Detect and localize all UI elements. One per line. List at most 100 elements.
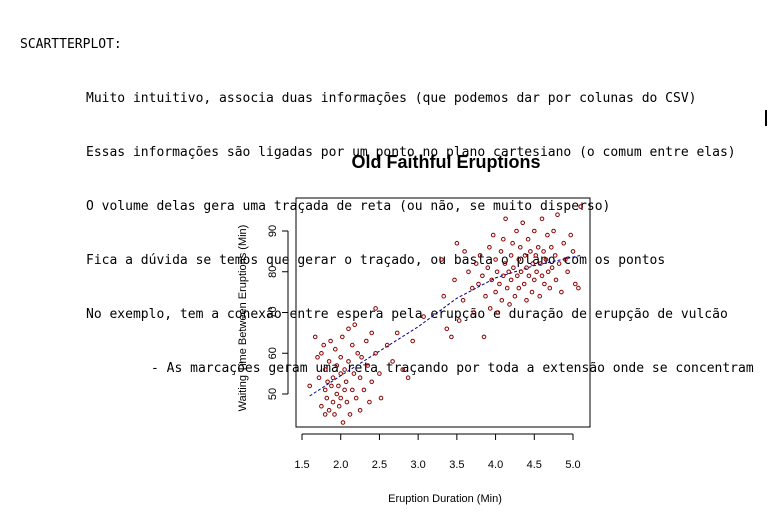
- notes-line: Muito intuitivo, associa duas informaçõe…: [86, 91, 697, 106]
- data-point: [471, 310, 477, 315]
- notes-subline: - As marcações geram uma reta traçando p…: [151, 361, 754, 376]
- data-point: [338, 355, 344, 360]
- x-tick-label: 4.5: [527, 459, 542, 471]
- y-tick-label: 90: [267, 225, 279, 237]
- data-point: [377, 371, 382, 376]
- data-point: [487, 306, 493, 311]
- data-point: [340, 334, 345, 340]
- data-point: [324, 395, 330, 401]
- data-point: [326, 408, 332, 413]
- data-point: [507, 302, 512, 307]
- data-point: [480, 273, 485, 279]
- data-point: [537, 293, 543, 299]
- x-tick-label: 2.0: [333, 459, 348, 471]
- data-point: [508, 253, 514, 258]
- data-point: [338, 395, 344, 401]
- x-tick-label: 5.0: [565, 459, 580, 471]
- data-point: [473, 261, 479, 266]
- data-point: [549, 245, 554, 250]
- data-point: [565, 269, 570, 275]
- data-point: [355, 351, 361, 356]
- data-point: [541, 249, 546, 254]
- data-point: [497, 281, 502, 287]
- data-point: [336, 403, 342, 409]
- notes-line: Fica a dúvida se temos que gerar o traça…: [86, 253, 666, 268]
- data-point: [483, 293, 488, 299]
- data-point: [576, 285, 581, 291]
- data-point: [551, 228, 556, 234]
- notes-heading: SCARTTERPLOT:: [20, 37, 122, 52]
- x-tick-label: 4.0: [488, 459, 503, 471]
- data-point: [470, 285, 475, 291]
- data-point: [336, 383, 341, 389]
- data-point: [535, 245, 541, 250]
- data-point: [477, 253, 483, 258]
- data-point: [508, 277, 514, 283]
- data-point: [343, 379, 349, 385]
- data-point: [499, 298, 505, 303]
- data-point: [514, 228, 519, 234]
- data-point: [439, 257, 444, 262]
- data-point: [421, 314, 426, 319]
- data-point: [330, 399, 336, 405]
- data-point: [444, 326, 450, 332]
- x-tick-label: 2.5: [372, 459, 387, 471]
- data-point: [325, 379, 330, 385]
- data-point: [545, 232, 550, 238]
- data-point: [490, 232, 496, 238]
- data-point: [534, 269, 539, 275]
- data-point: [530, 261, 536, 266]
- plot-frame: [295, 197, 591, 428]
- data-point: [503, 216, 508, 222]
- data-point: [552, 253, 558, 258]
- y-tick-label: 60: [267, 347, 279, 359]
- data-point: [518, 269, 524, 275]
- data-point: [365, 363, 371, 368]
- data-point: [518, 245, 523, 250]
- data-point: [502, 261, 508, 266]
- data-point: [334, 391, 340, 397]
- data-point: [322, 412, 328, 417]
- data-point: [350, 387, 355, 393]
- data-point: [561, 240, 567, 246]
- data-point: [533, 253, 539, 258]
- point-group: [307, 204, 584, 425]
- data-point: [501, 236, 506, 242]
- data-point: [334, 363, 340, 368]
- data-point: [532, 228, 537, 234]
- data-point: [364, 338, 369, 344]
- data-point: [516, 285, 522, 291]
- data-point: [322, 387, 328, 393]
- data-point: [378, 395, 384, 401]
- data-point: [549, 265, 555, 271]
- data-point: [547, 285, 553, 291]
- data-point: [460, 298, 466, 303]
- data-point: [542, 281, 547, 287]
- data-point: [498, 249, 504, 254]
- data-point: [539, 273, 545, 279]
- data-point: [545, 269, 551, 275]
- data-point: [353, 395, 359, 401]
- data-point: [462, 249, 467, 254]
- notes-text: SCARTTERPLOT: Muito intuitivo, associa d…: [20, 0, 754, 396]
- data-point: [373, 351, 378, 356]
- data-point: [344, 399, 350, 405]
- text-cursor: [765, 110, 767, 126]
- data-point: [390, 359, 395, 364]
- data-point: [319, 403, 324, 409]
- data-point: [350, 342, 355, 348]
- data-point: [524, 298, 529, 303]
- data-point: [347, 412, 353, 417]
- data-point: [449, 334, 454, 340]
- y-tick-label: 50: [267, 388, 279, 400]
- data-point: [333, 346, 338, 352]
- data-point: [495, 310, 501, 315]
- data-point: [476, 281, 481, 287]
- x-axis-label: Eruption Duration (Min): [388, 493, 502, 505]
- data-point: [373, 306, 378, 311]
- data-point: [351, 371, 357, 376]
- data-point: [441, 293, 447, 299]
- data-point: [338, 371, 344, 376]
- y-axis: 50 60 70 80 90: [267, 225, 289, 400]
